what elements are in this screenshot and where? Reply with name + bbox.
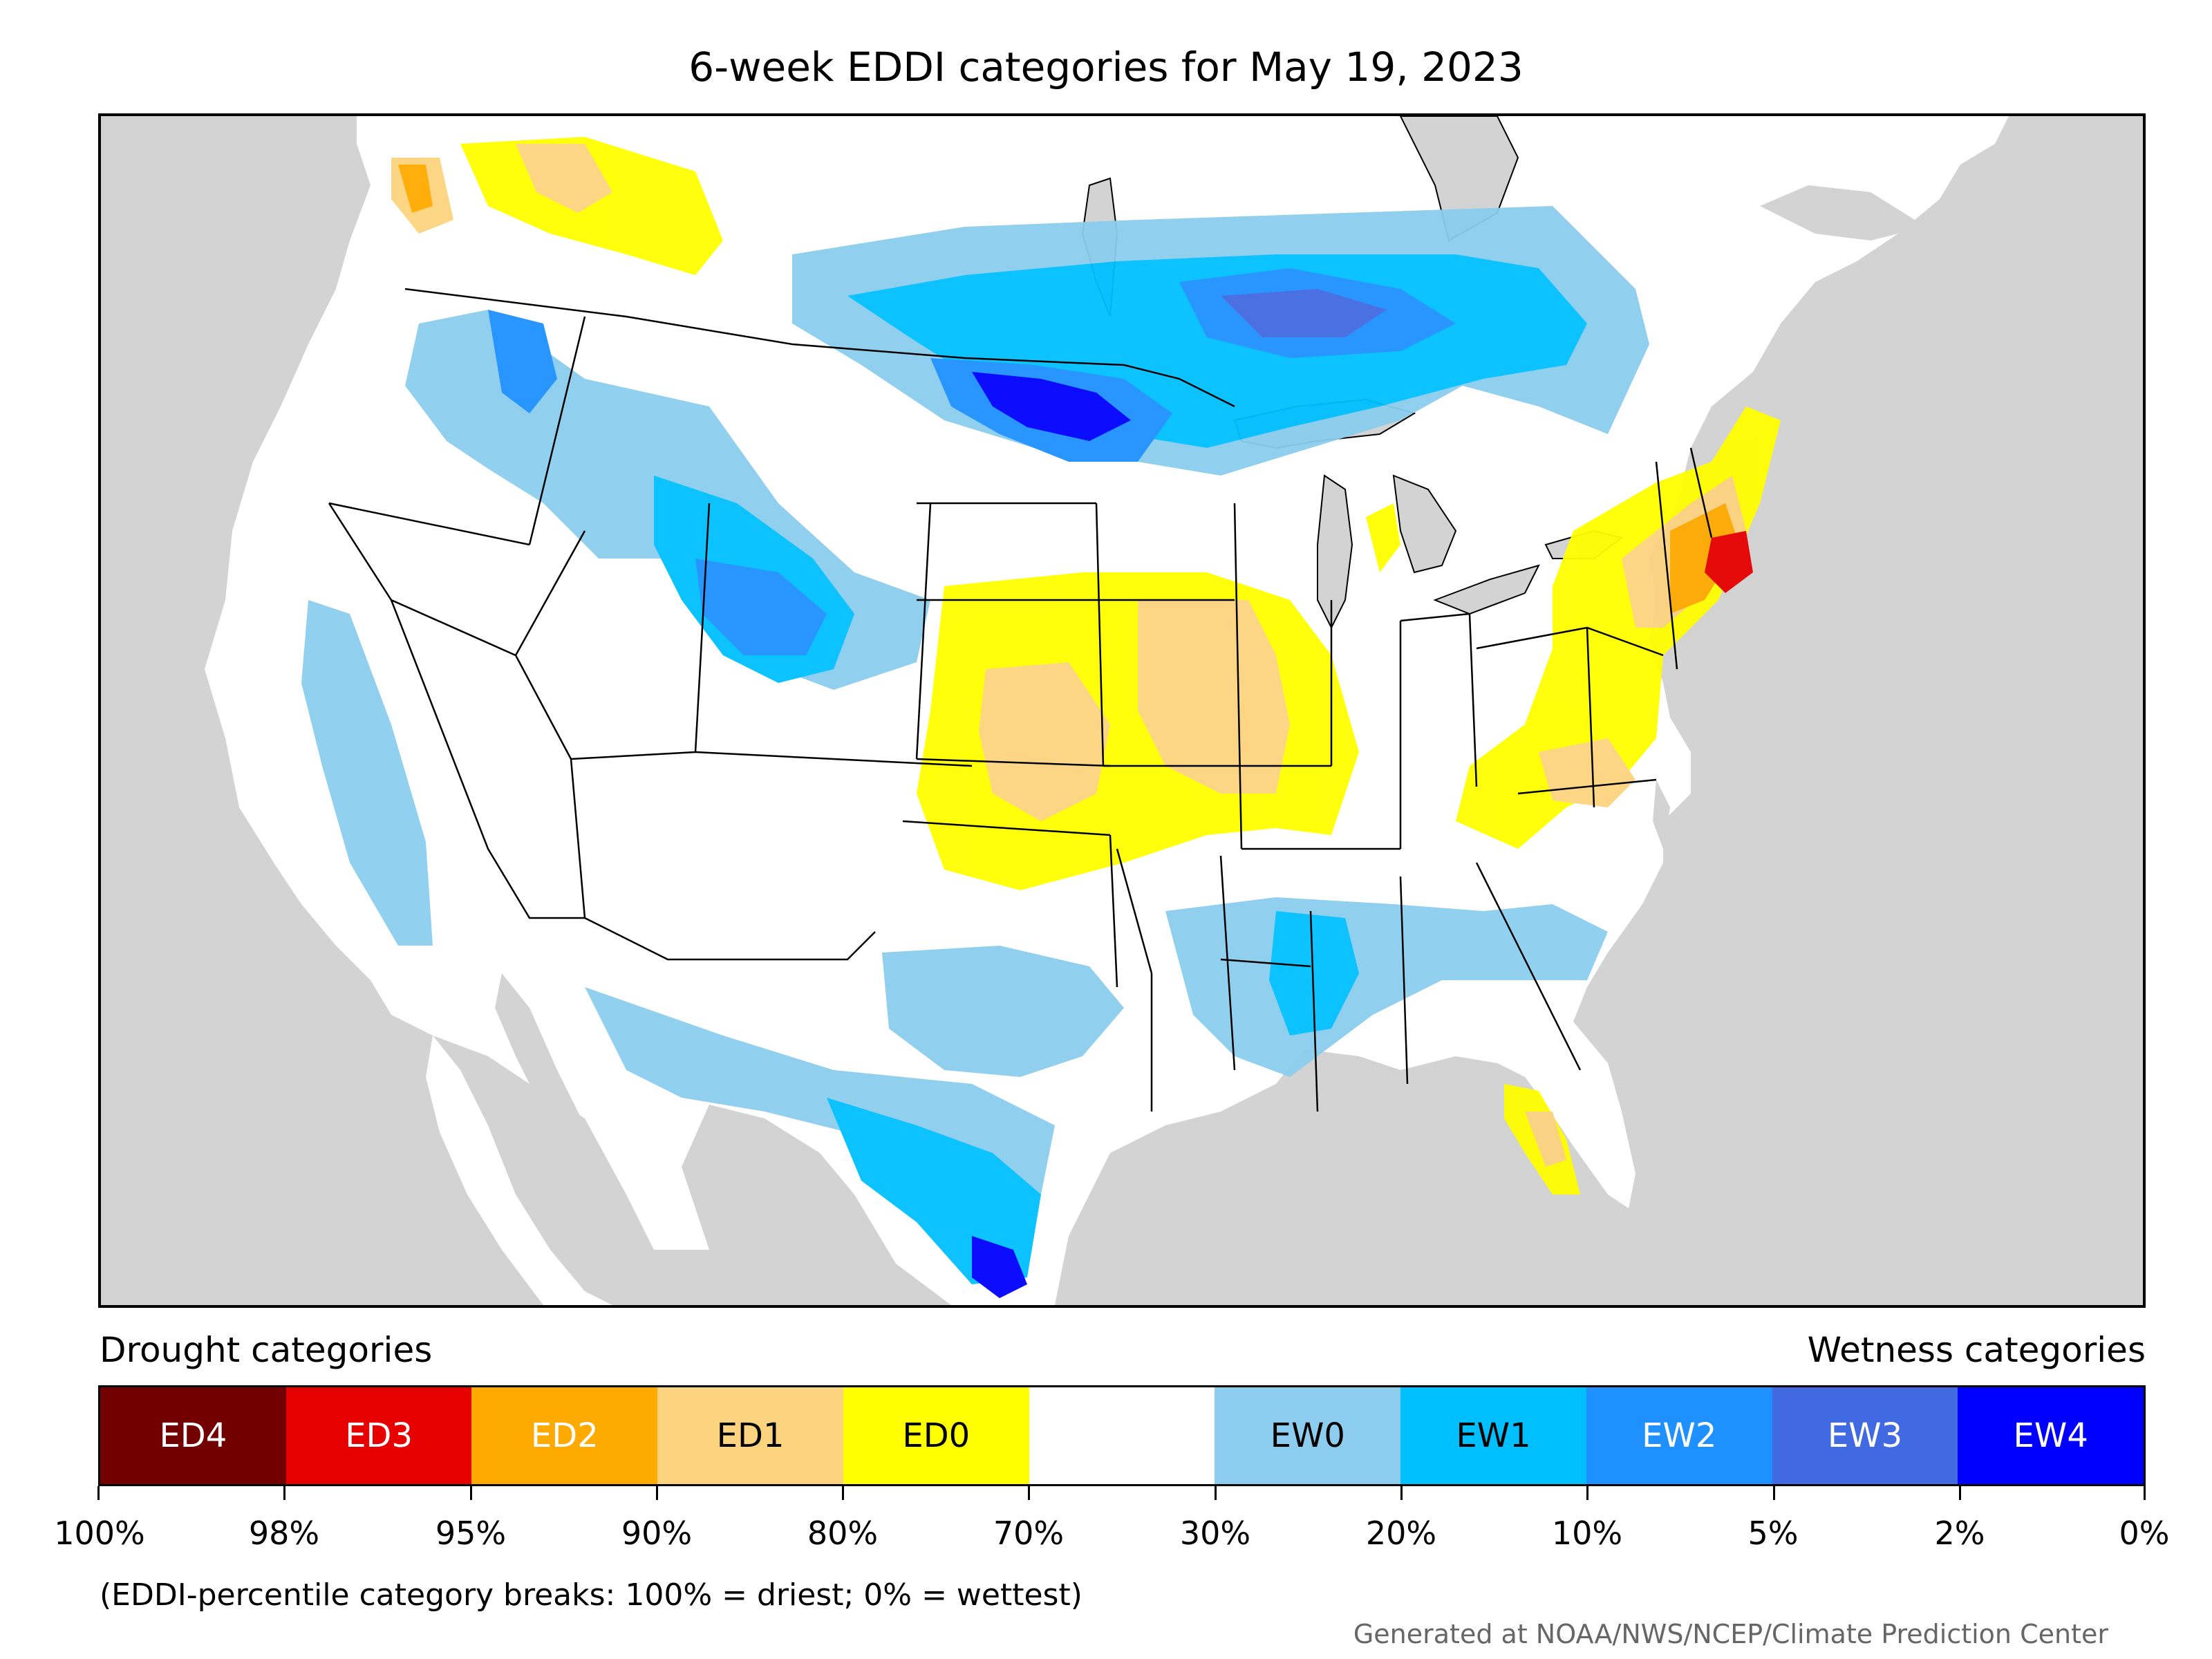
map-canvas bbox=[205, 116, 2009, 1305]
legend-label-ed4: ED4 bbox=[159, 1416, 227, 1455]
ew2-idaho bbox=[488, 310, 557, 413]
legend-swatch-ed3: ED3 bbox=[285, 1387, 472, 1484]
ed2-new-england bbox=[1670, 503, 1739, 614]
ew4-texas-coast bbox=[972, 1236, 1027, 1298]
wetness-categories-heading: Wetness categories bbox=[1807, 1330, 2146, 1370]
break-label-90: 90% bbox=[621, 1515, 693, 1552]
ew3-canada bbox=[1221, 289, 1387, 337]
legend-label-ed2: ED2 bbox=[530, 1416, 599, 1455]
gulf-of-st-lawrence bbox=[1760, 185, 1926, 241]
midwest-states bbox=[1096, 503, 1478, 850]
legend-swatch-ew4: EW4 bbox=[1958, 1387, 2144, 1484]
gulf-of-california bbox=[495, 973, 599, 1167]
west-states bbox=[328, 316, 973, 961]
ed0-michigan bbox=[1366, 503, 1400, 572]
colorbar-tick bbox=[655, 1486, 658, 1500]
borders-layer bbox=[328, 288, 1713, 1112]
legend-label-ew2: EW2 bbox=[1642, 1416, 1717, 1455]
legend-swatch-ed0: ED0 bbox=[843, 1387, 1029, 1484]
break-label-30: 30% bbox=[1179, 1515, 1251, 1552]
colorbar-tick bbox=[1586, 1486, 1589, 1500]
colorbar-tick bbox=[1772, 1486, 1775, 1500]
colorbar-tick bbox=[842, 1486, 845, 1500]
ed0-montana-alberta bbox=[460, 137, 723, 275]
legend-swatch-ed2: ED2 bbox=[471, 1387, 658, 1484]
break-label-2: 2% bbox=[1934, 1515, 1985, 1552]
credit-line: Generated at NOAA/NWS/NCEP/Climate Predi… bbox=[1353, 1619, 2108, 1649]
ew0-texas-gulf bbox=[882, 946, 1124, 1077]
break-label-98: 98% bbox=[248, 1515, 320, 1552]
legend-label-ed1: ED1 bbox=[716, 1416, 785, 1455]
colorbar-tick bbox=[1958, 1486, 1961, 1500]
ed1-florida bbox=[1525, 1112, 1566, 1167]
us-canada-border bbox=[404, 288, 1235, 408]
legend-label-ew3: EW3 bbox=[1827, 1416, 1903, 1455]
ed3-massachusetts bbox=[1705, 531, 1753, 593]
colorbar-tick bbox=[1028, 1486, 1031, 1500]
colorbar-ticks bbox=[97, 1486, 2146, 1500]
category-breaks-note: (EDDI-percentile category breaks: 100% =… bbox=[100, 1577, 1082, 1613]
colorbar-tick bbox=[1400, 1486, 1403, 1500]
ew4-north-dakota bbox=[972, 372, 1131, 441]
break-label-0: 0% bbox=[2119, 1515, 2170, 1552]
break-label-80: 80% bbox=[807, 1515, 879, 1552]
legend-swatch-neutral bbox=[1029, 1387, 1215, 1484]
legend-swatch-ew1: EW1 bbox=[1400, 1387, 1586, 1484]
lake-michigan bbox=[1317, 474, 1353, 630]
ed1-missouri-iowa bbox=[1138, 600, 1290, 794]
legend-swatch-ew0: EW0 bbox=[1215, 1387, 1401, 1484]
colorbar-tick bbox=[2144, 1486, 2146, 1500]
baja-land bbox=[426, 1035, 612, 1305]
colorbar-tick bbox=[1214, 1486, 1217, 1500]
ed1-montana bbox=[516, 144, 612, 213]
lake-erie bbox=[1433, 564, 1540, 615]
ew1-mississippi bbox=[1269, 911, 1359, 1035]
break-label-95: 95% bbox=[435, 1515, 507, 1552]
east-states bbox=[1476, 447, 1713, 808]
legend-label-ed3: ED3 bbox=[345, 1416, 413, 1455]
legend-swatch-ed1: ED1 bbox=[657, 1387, 843, 1484]
ew2-colorado bbox=[695, 559, 827, 655]
ew1-texas bbox=[827, 1098, 1041, 1284]
colorbar-tick bbox=[97, 1486, 100, 1500]
break-label-100: 100% bbox=[54, 1515, 145, 1552]
legend-swatch-ed4: ED4 bbox=[100, 1387, 286, 1484]
break-label-10: 10% bbox=[1551, 1515, 1623, 1552]
break-label-20: 20% bbox=[1365, 1515, 1437, 1552]
break-label-5: 5% bbox=[1747, 1515, 1799, 1552]
drought-categories-heading: Drought categories bbox=[100, 1330, 433, 1370]
legend-label-ew4: EW4 bbox=[2013, 1416, 2088, 1455]
ed2-bc bbox=[398, 165, 433, 213]
legend-label-ed0: ED0 bbox=[902, 1416, 971, 1455]
plains-states bbox=[902, 502, 1118, 988]
legend-label-ew1: EW1 bbox=[1456, 1416, 1531, 1455]
chesapeake bbox=[1653, 780, 1670, 849]
map-title: 6-week EDDI categories for May 19, 2023 bbox=[688, 44, 1524, 91]
legend-swatch-ew3: EW3 bbox=[1772, 1387, 1958, 1484]
ed1-kansas-oklahoma bbox=[979, 662, 1110, 821]
category-layer bbox=[301, 137, 1781, 1298]
ed1-virginia bbox=[1539, 738, 1635, 807]
eddi-map bbox=[98, 113, 2146, 1308]
category-colorbar: ED4 ED3 ED2 ED1 ED0 EW0 EW1 EW2 EW3 EW4 bbox=[98, 1385, 2146, 1486]
lake-huron bbox=[1392, 474, 1457, 574]
break-label-70: 70% bbox=[993, 1515, 1065, 1552]
colorbar-tick bbox=[283, 1486, 286, 1500]
legend-label-ew0: EW0 bbox=[1270, 1416, 1345, 1455]
colorbar-tick bbox=[469, 1486, 472, 1500]
south-states bbox=[1116, 848, 1582, 1112]
ew0-pacific bbox=[301, 600, 433, 946]
legend-swatch-ew2: EW2 bbox=[1586, 1387, 1772, 1484]
